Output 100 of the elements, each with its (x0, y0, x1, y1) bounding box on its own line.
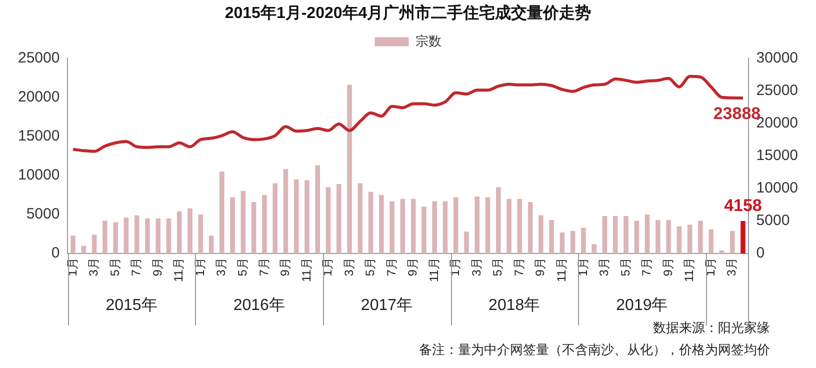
bar (251, 202, 256, 254)
x-tick-label: 3月 (342, 258, 356, 276)
x-tick-label: 9月 (406, 258, 420, 276)
bar (644, 214, 650, 254)
text: 2019年 (616, 296, 668, 314)
bar (208, 236, 214, 254)
bar (528, 202, 533, 254)
bar (368, 192, 374, 254)
bar (730, 230, 735, 254)
bar (538, 215, 544, 254)
bar (294, 179, 299, 254)
x-tick-label: 9月 (533, 258, 548, 276)
x-tick-label: 11月 (682, 258, 696, 282)
x-tick-label: 7月 (256, 258, 271, 276)
bar (166, 218, 172, 254)
bar (687, 224, 692, 254)
bar (517, 198, 522, 254)
bar (336, 184, 342, 254)
bar (315, 165, 320, 254)
x-tick-label: 3月 (597, 258, 612, 276)
x-tick-label: 11月 (299, 258, 314, 282)
y2-tick-label: 30000 (756, 49, 798, 66)
bar (656, 220, 660, 254)
bar (188, 208, 192, 254)
legend-label: 宗数 (415, 33, 442, 48)
x-tick-label: 3月 (214, 258, 228, 276)
x-tick-label: 7月 (384, 258, 398, 276)
bar (740, 221, 746, 254)
bar (390, 201, 394, 254)
text: 2015年 (106, 296, 158, 314)
bar (570, 230, 576, 254)
text: 2018年 (488, 296, 540, 314)
bar (612, 216, 618, 254)
bar (81, 246, 86, 254)
y2-tick-label: 10000 (756, 180, 798, 197)
x-tick-label: 7月 (640, 258, 654, 276)
bar (719, 250, 724, 254)
bar (698, 220, 703, 254)
y-tick-label: 0 (51, 244, 60, 262)
bar (581, 228, 586, 254)
bar (400, 198, 406, 254)
bar (666, 220, 671, 254)
x-tick-label: 5月 (108, 258, 122, 276)
x-tick-label: 9月 (660, 258, 675, 276)
x-tick-label: 5月 (490, 258, 505, 276)
x-tick-label: 11月 (426, 258, 441, 282)
x-tick-label: 9月 (278, 258, 292, 276)
x-tick-label: 3月 (469, 258, 484, 276)
x-tick-label: 3月 (724, 258, 739, 276)
bar (326, 187, 331, 254)
y-tick-label: 20000 (18, 88, 60, 106)
bar (464, 232, 469, 254)
bar (708, 229, 714, 254)
y-tick-label: 15000 (18, 127, 60, 144)
bar (410, 198, 416, 254)
y-tick-label: 5000 (26, 206, 60, 223)
x-tick-label: 7月 (512, 258, 526, 276)
bar (272, 183, 278, 254)
x-tick-label: 7月 (129, 258, 144, 276)
text: 备注：量为中介网签量（不含南沙、从化），价格为网签均价 (419, 342, 770, 357)
bar (92, 234, 97, 254)
text: 2016年 (233, 296, 285, 314)
bar (634, 220, 640, 254)
source-note: 数据来源：阳光家缘 (653, 320, 770, 335)
bar (422, 206, 426, 254)
x-tick-label: 5月 (618, 258, 632, 276)
bar (624, 216, 628, 254)
bar (442, 201, 448, 254)
bar (220, 172, 224, 254)
bar (506, 198, 512, 254)
y-tick-label: 25000 (18, 49, 60, 66)
bar (124, 218, 129, 254)
bar (432, 201, 437, 254)
chart-title: 2015年1月-2020年4月广州市二手住宅成交量价走势 (224, 3, 592, 22)
x-tick-label: 9月 (150, 258, 164, 276)
bar (304, 180, 310, 254)
bar (283, 169, 288, 254)
x-tick-label: 3月 (86, 258, 101, 276)
bar (474, 196, 480, 254)
bar (676, 226, 682, 254)
text: 2017年 (360, 296, 413, 314)
bar (485, 197, 490, 254)
y2-tick-label: 0 (756, 244, 765, 262)
bar (70, 236, 76, 254)
bar (145, 218, 150, 254)
bar (602, 216, 608, 254)
bar (262, 194, 267, 254)
x-tick-label: 11月 (554, 258, 569, 282)
y2-tick-label: 25000 (756, 82, 798, 99)
y-tick-label: 10000 (18, 166, 60, 184)
x-tick-label: 11月 (172, 258, 186, 282)
bar (113, 222, 118, 254)
bar (102, 220, 108, 254)
bar (549, 220, 554, 254)
bar (176, 211, 182, 254)
y2-tick-label: 15000 (756, 147, 798, 164)
bar (198, 214, 204, 254)
bar (347, 84, 352, 254)
bar (453, 197, 458, 254)
x-tick-label: 5月 (235, 258, 250, 276)
